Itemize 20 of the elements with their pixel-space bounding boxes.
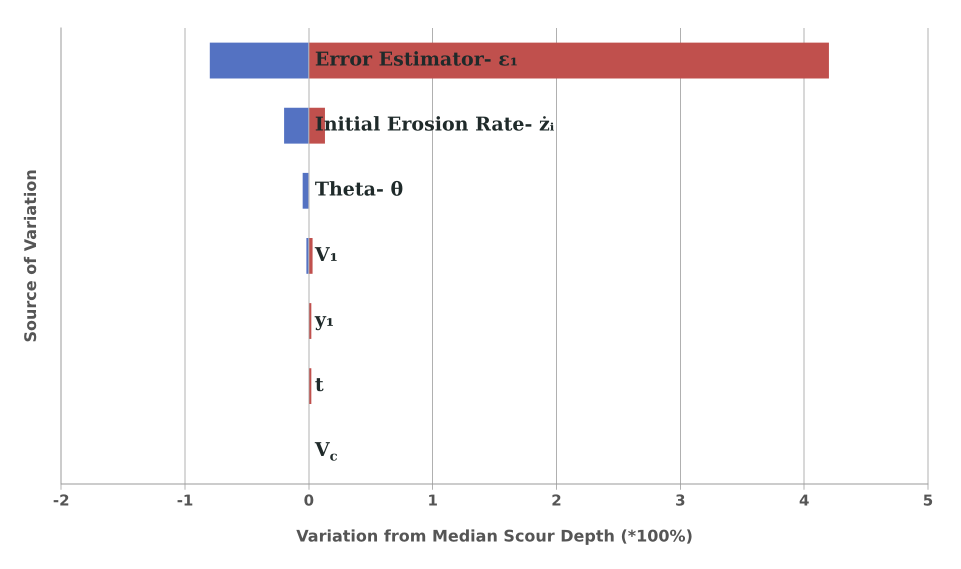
bar — [302, 172, 308, 209]
y-axis-title: Source of Variation — [20, 169, 40, 343]
x-tick-label: 3 — [675, 492, 686, 510]
x-tick-label: 0 — [304, 492, 314, 510]
y-tick-label: Error Estimator- ε₁ — [314, 48, 518, 70]
x-axis-title: Variation from Median Scour Depth (*100%) — [296, 526, 693, 546]
bar — [309, 42, 829, 78]
y-tick-label: Theta- θ — [314, 178, 404, 201]
x-tick-label: -2 — [52, 492, 70, 510]
y-tick-label: t — [314, 374, 324, 396]
y-tick-label: V₁ — [314, 244, 338, 266]
y-tick-label: y₁ — [314, 308, 334, 331]
x-tick-label: -1 — [176, 492, 194, 510]
x-tick-label: 1 — [427, 492, 438, 510]
x-tick-label: 5 — [922, 492, 934, 510]
bar — [284, 108, 308, 144]
x-tick-label: 4 — [798, 492, 810, 510]
bar — [309, 238, 313, 274]
bar — [210, 42, 308, 78]
x-tick-label: 2 — [551, 492, 562, 510]
